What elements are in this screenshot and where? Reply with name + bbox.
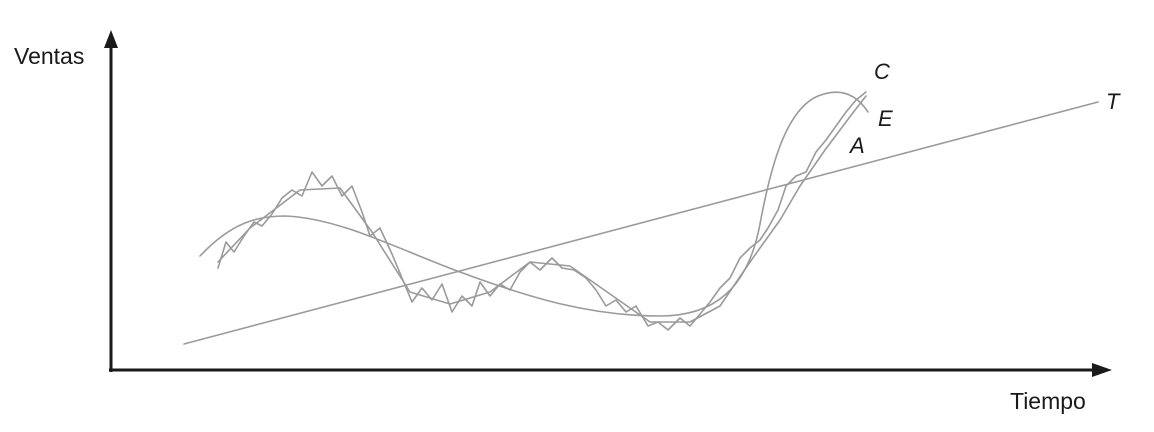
y-axis-label: Ventas <box>14 43 84 69</box>
actual-label: A <box>848 133 865 158</box>
trend-label: T <box>1106 89 1121 114</box>
y-axis-arrowhead <box>104 30 118 48</box>
actual-curve <box>217 91 867 331</box>
axes <box>104 30 1112 377</box>
x-axis-arrowhead <box>1092 363 1112 377</box>
seasonal-curve <box>217 95 867 323</box>
cycle-curve <box>199 91 869 317</box>
trend-line <box>183 101 1099 345</box>
seasonal-label: E <box>878 106 893 131</box>
cycle-label: C <box>874 59 890 84</box>
x-axis-label: Tiempo <box>1010 388 1086 414</box>
